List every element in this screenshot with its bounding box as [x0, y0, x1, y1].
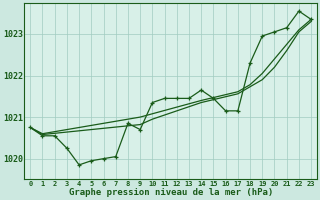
X-axis label: Graphe pression niveau de la mer (hPa): Graphe pression niveau de la mer (hPa): [68, 188, 273, 197]
